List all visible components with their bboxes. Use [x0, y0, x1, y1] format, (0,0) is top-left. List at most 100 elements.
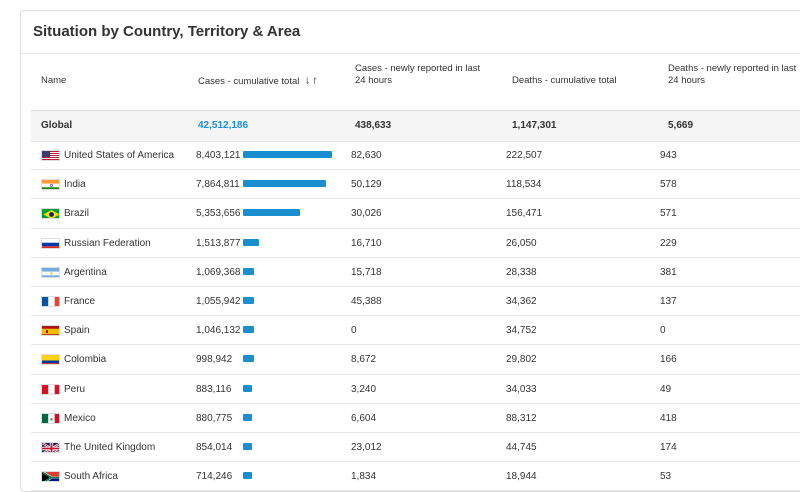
deaths-new: 0	[660, 325, 666, 337]
deaths-new: 943	[660, 150, 677, 161]
country-name[interactable]: The United Kingdom	[64, 442, 156, 453]
deaths-new: 571	[660, 208, 677, 220]
global-row: Global 42,512,186 438,633 1,147,301 5,66…	[31, 111, 800, 142]
table-row[interactable]: Spain 1,046,132 0 34,752 0	[31, 316, 800, 346]
brazil-flag-icon	[41, 208, 60, 220]
table-row[interactable]: Argentina 1,069,368 15,718 28,338 381	[31, 258, 800, 287]
deaths-new: 166	[660, 354, 677, 366]
table-row[interactable]: France 1,055,942 45,388 34,362 137	[31, 287, 800, 317]
deaths-new: 418	[660, 412, 677, 424]
country-name[interactable]: India	[64, 179, 86, 191]
cases-total: 883,116	[196, 383, 232, 395]
deaths-total: 18,944	[506, 471, 537, 483]
cases-bar	[243, 443, 252, 450]
cases-bar	[243, 180, 326, 188]
deaths-total: 28,338	[506, 266, 537, 278]
us-flag-icon	[41, 150, 60, 161]
country-name[interactable]: Colombia	[64, 354, 107, 366]
table-row[interactable]: United States of America 8,403,121 82,630 2…	[31, 141, 800, 171]
cases-bar	[243, 326, 254, 334]
cases-total: 1,046,132	[196, 325, 241, 337]
cases-new: 16,710	[351, 237, 382, 249]
deaths-total: 34,752	[506, 325, 537, 337]
deaths-new: 381	[660, 266, 677, 278]
header-cases-new[interactable]: Cases - newly reported in last 24 hours	[355, 63, 480, 87]
cases-bar	[243, 413, 252, 421]
spain-flag-icon	[41, 325, 60, 337]
cases-bar	[243, 355, 254, 363]
header-deaths-new-line1: Deaths - newly reported in last	[668, 63, 797, 74]
cases-total: 7,864,811	[196, 179, 240, 191]
uk-flag-icon	[41, 442, 60, 453]
deaths-new: 578	[660, 179, 677, 191]
table-row[interactable]: Russian Federation 1,513,877 16,710 26,050 2…	[31, 229, 800, 258]
south-africa-flag-icon	[41, 471, 60, 483]
header-deaths-new-line2: 24 hours	[668, 75, 705, 86]
deaths-total: 34,033	[506, 383, 537, 395]
cases-total: 1,069,368	[196, 266, 241, 278]
cases-new: 3,240	[351, 383, 377, 395]
peru-flag-icon	[41, 383, 60, 395]
table-header: Name Cases - cumulative total ⇂↾ Cases - …	[31, 55, 800, 111]
header-name[interactable]: Name	[41, 75, 67, 86]
global-cases-total[interactable]: 42,512,186	[198, 120, 249, 131]
cases-new: 1,834	[351, 471, 377, 483]
deaths-new: 53	[660, 471, 672, 483]
cases-bar	[243, 209, 300, 217]
cases-bar	[243, 151, 332, 158]
deaths-new: 49	[660, 383, 672, 395]
table-row[interactable]: The United Kingdom 854,014 23,012 44,745 174	[31, 433, 800, 463]
cases-total: 1,055,942	[196, 296, 241, 307]
cases-new: 30,026	[351, 208, 382, 220]
country-name[interactable]: Argentina	[64, 266, 107, 278]
country-name[interactable]: Peru	[64, 383, 86, 395]
country-name[interactable]: Mexico	[64, 412, 96, 424]
situation-card: Situation by Country, Territory & Area N…	[20, 10, 800, 492]
cases-new: 8,672	[351, 354, 377, 366]
cases-bar	[243, 472, 252, 480]
table-row[interactable]: Mexico 880,775 6,604 88,312 418	[31, 404, 800, 433]
sort-desc-icon[interactable]: ⇂↾	[303, 76, 319, 86]
table-row[interactable]: Colombia 998,942 8,672 29,802 166	[31, 345, 800, 375]
colombia-flag-icon	[41, 354, 60, 366]
global-deaths-total: 1,147,301	[512, 120, 557, 131]
table-row[interactable]: India 7,864,811 50,129 118,534 578	[31, 170, 800, 200]
deaths-total: 29,802	[506, 354, 537, 366]
cases-bar	[243, 384, 252, 392]
france-flag-icon	[41, 296, 60, 307]
argentina-flag-icon	[41, 266, 60, 278]
cases-new: 82,630	[351, 150, 382, 161]
mexico-flag-icon	[41, 412, 60, 424]
country-name[interactable]: United States of America	[64, 150, 175, 161]
header-deaths-new[interactable]: Deaths - newly reported in last 24 hours	[668, 63, 796, 87]
cases-new: 45,388	[351, 296, 382, 307]
cases-total: 5,353,656	[196, 208, 241, 220]
deaths-total: 118,534	[506, 179, 542, 191]
cases-new: 50,129	[351, 179, 382, 191]
deaths-total: 156,471	[506, 208, 543, 220]
deaths-total: 34,362	[506, 296, 537, 307]
header-deaths-total[interactable]: Deaths - cumulative total	[512, 75, 617, 86]
cases-new: 0	[351, 325, 357, 337]
cases-new: 6,604	[351, 412, 377, 424]
cases-total: 714,246	[196, 471, 233, 483]
deaths-new: 174	[660, 442, 677, 453]
deaths-new: 137	[660, 296, 677, 307]
country-name[interactable]: South Africa	[64, 471, 118, 483]
russia-flag-icon	[41, 237, 60, 249]
cases-bar	[243, 297, 254, 304]
india-flag-icon	[41, 179, 60, 191]
table-row[interactable]: Brazil 5,353,656 30,026 156,471 571	[31, 199, 800, 229]
country-name[interactable]: Spain	[64, 325, 90, 337]
country-name[interactable]: France	[64, 296, 96, 307]
deaths-total: 44,745	[506, 442, 537, 453]
table-row[interactable]: Peru 883,116 3,240 34,033 49	[31, 375, 800, 404]
title-divider	[21, 53, 800, 54]
table-row[interactable]: South Africa 714,246 1,834 18,944 53	[31, 462, 800, 492]
deaths-total: 88,312	[506, 412, 537, 424]
global-name: Global	[41, 120, 73, 131]
country-name[interactable]: Russian Federation	[64, 237, 151, 249]
country-name[interactable]: Brazil	[64, 208, 90, 220]
header-cases-total[interactable]: Cases - cumulative total ⇂↾	[198, 75, 318, 88]
global-cases-new: 438,633	[355, 120, 392, 131]
